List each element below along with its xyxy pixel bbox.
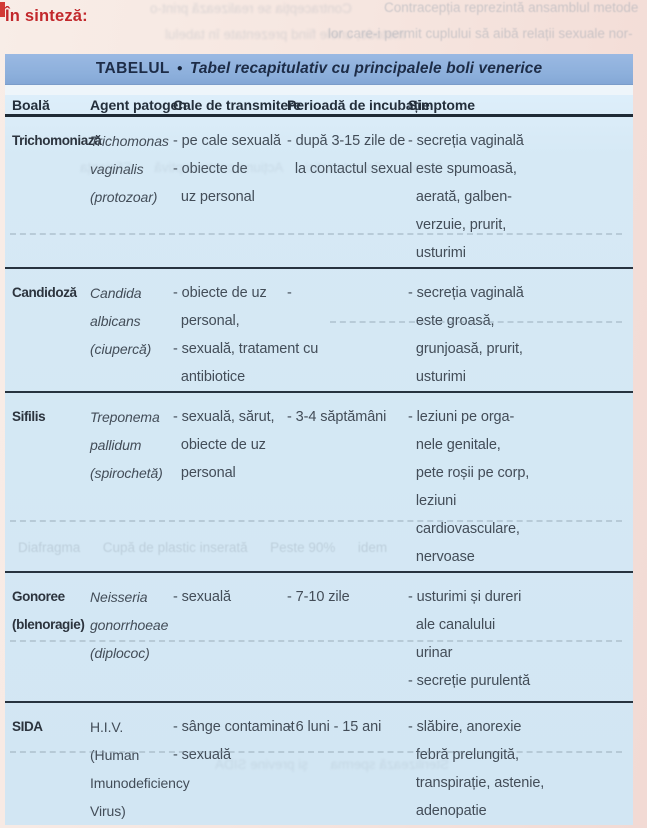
table-title-text: Tabel recapitulativ cu principalele boli… [189,60,543,77]
header-row: Boală Agent patogen Cale de transmitere … [5,95,633,117]
table-body: Trichomoniază Trichomonas vaginalis (pro… [5,115,633,825]
table-header: Boală Agent patogen Cale de transmitere … [5,95,633,117]
table-row-candidoza: Candidoză Candida albicans (ciupercă) - … [5,266,633,392]
disease-name: Candidoză [5,266,90,392]
disease-name: SIDA [5,700,90,825]
transmission-cell: - pe cale sexuală - obiecte de uz person… [173,132,281,205]
bleedthrough-text: Contracepția reprezintă ansamblul metode [384,0,639,15]
pathogen-cell: Trichomonas vaginalis (protozoar) [90,132,169,205]
table-row-sida: SIDA H.I.V. (Human Imunodeficiency Virus… [5,700,633,825]
symptoms-cell: - slăbire, anorexie febră prelungită, tr… [408,700,633,825]
disease-name: Trichomoniază [12,132,102,148]
title-separator-gap [5,85,633,95]
venereal-diseases-table-panel: TABELUL ● Tabel recapitulativ cu principal… [5,54,633,825]
table-row-gonoree: Gonoree (blenoragie) Neisseria gonorrhoe… [5,570,633,702]
venereal-diseases-table: Boală Agent patogen Cale de transmitere … [5,95,633,825]
column-header-incubation: Perioadă de incubație [287,95,430,117]
symptoms-cell: - leziuni pe orga- nele genitale, pete r… [408,390,633,572]
column-header-symptoms: Simptome [408,95,633,117]
pathogen-cell: Neisseria gonorrhoeae (diplococ) [90,570,173,702]
bleedthrough-text: metode, unele fiind prezentate în tabelu… [165,27,406,42]
symptoms-cell: - usturimi și dureri ale canalului urina… [408,570,633,702]
table-title-bar: TABELUL ● Tabel recapitulativ cu principal… [5,54,633,85]
table-row-trichomoniaza: Trichomoniază Trichomonas vaginalis (pro… [5,115,633,268]
incubation-cell: - 6 luni - 15 ani [287,700,408,825]
scan-edge-artifact [0,2,5,17]
symptoms-cell: - secreția vaginală este groasă, grunjoa… [408,266,633,392]
bleedthrough-text: lor care-i permit cuplului să aibă relaț… [328,26,633,41]
symptoms-cell: - secreția vaginală este spumoasă, aerat… [408,132,524,261]
transmission-cell: - sexuală, sărut, obiecte de uz personal [173,390,287,572]
table-row-sifilis: Sifilis Treponema pallidum (spirochetă) … [5,390,633,572]
column-header-transmission: Cale de transmitere [173,95,301,117]
disease-name: Gonoree (blenoragie) [5,570,90,702]
disease-name: Sifilis [5,390,90,572]
pathogen-cell: Candida albicans (ciupercă) [90,266,173,392]
incubation-cell: - 7-10 zile [287,570,408,702]
transmission-cell: - sânge contaminat - sexuală [173,700,295,825]
transmission-cell: - sexuală [173,570,287,702]
incubation-cell: - 3-4 săptămâni [287,390,408,572]
section-lead-label: În sinteză: [5,7,88,25]
table-title-label: TABELUL [95,60,170,77]
incubation-cell: - după 3-15 zile de la contactul sexual [287,132,413,177]
pathogen-cell: Treponema pallidum (spirochetă) [90,390,173,572]
bullet-icon: ● [176,63,183,74]
transmission-cell: - obiecte de uz personal, - sexuală, tra… [173,266,318,392]
column-header-disease: Boală [5,95,90,117]
bleedthrough-text: Contracepția se realizează print-o [150,1,352,16]
pathogen-cell: H.I.V. (Human Imunodeficiency Virus) [90,700,190,825]
column-header-pathogen: Agent patogen [90,95,187,117]
incubation-cell: - [287,266,408,392]
